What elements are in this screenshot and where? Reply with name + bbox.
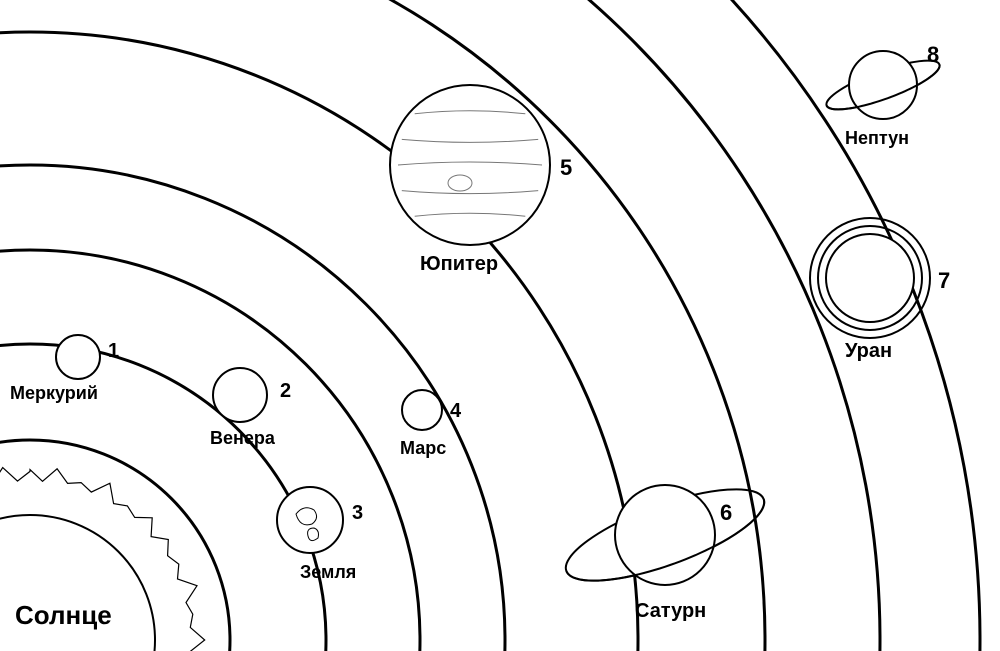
earth-label: Земля (300, 562, 356, 583)
planet-mercury (56, 335, 100, 379)
jupiter-label: Юпитер (420, 253, 498, 276)
jupiter-body (390, 85, 550, 245)
venus-label: Венера (210, 428, 275, 449)
sun-label: Солнце (15, 600, 112, 631)
venus-number: 2 (280, 380, 291, 403)
mars-body (402, 390, 442, 430)
earth-body (277, 487, 343, 553)
mars-number: 4 (450, 400, 461, 423)
jupiter-number: 5 (560, 155, 572, 181)
mercury-number: 1 (108, 340, 119, 363)
uranus-number: 7 (938, 268, 950, 294)
saturn-body (615, 485, 715, 585)
mars-label: Марс (400, 438, 446, 459)
uranus-body (826, 234, 914, 322)
neptune-body (849, 51, 917, 119)
planet-venus (213, 368, 267, 422)
planet-uranus (810, 218, 930, 338)
mercury-label: Меркурий (10, 383, 98, 404)
planet-earth (277, 487, 343, 553)
saturn-number: 6 (720, 500, 732, 526)
uranus-label: Уран (845, 340, 892, 363)
planet-jupiter (390, 85, 550, 245)
venus-body (213, 368, 267, 422)
earth-number: 3 (352, 502, 363, 525)
mercury-body (56, 335, 100, 379)
planet-saturn (556, 471, 774, 599)
saturn-label: Сатурн (635, 600, 706, 623)
neptune-label: Нептун (845, 128, 909, 149)
neptune-number: 8 (927, 42, 939, 68)
solar-system-diagram: Солнце 1 Меркурий 2 Венера 3 Земля 4Марс 5 Юпитер… (0, 0, 1000, 651)
diagram-svg (0, 0, 1000, 651)
planet-neptune (822, 51, 944, 119)
planet-mars (402, 390, 442, 430)
